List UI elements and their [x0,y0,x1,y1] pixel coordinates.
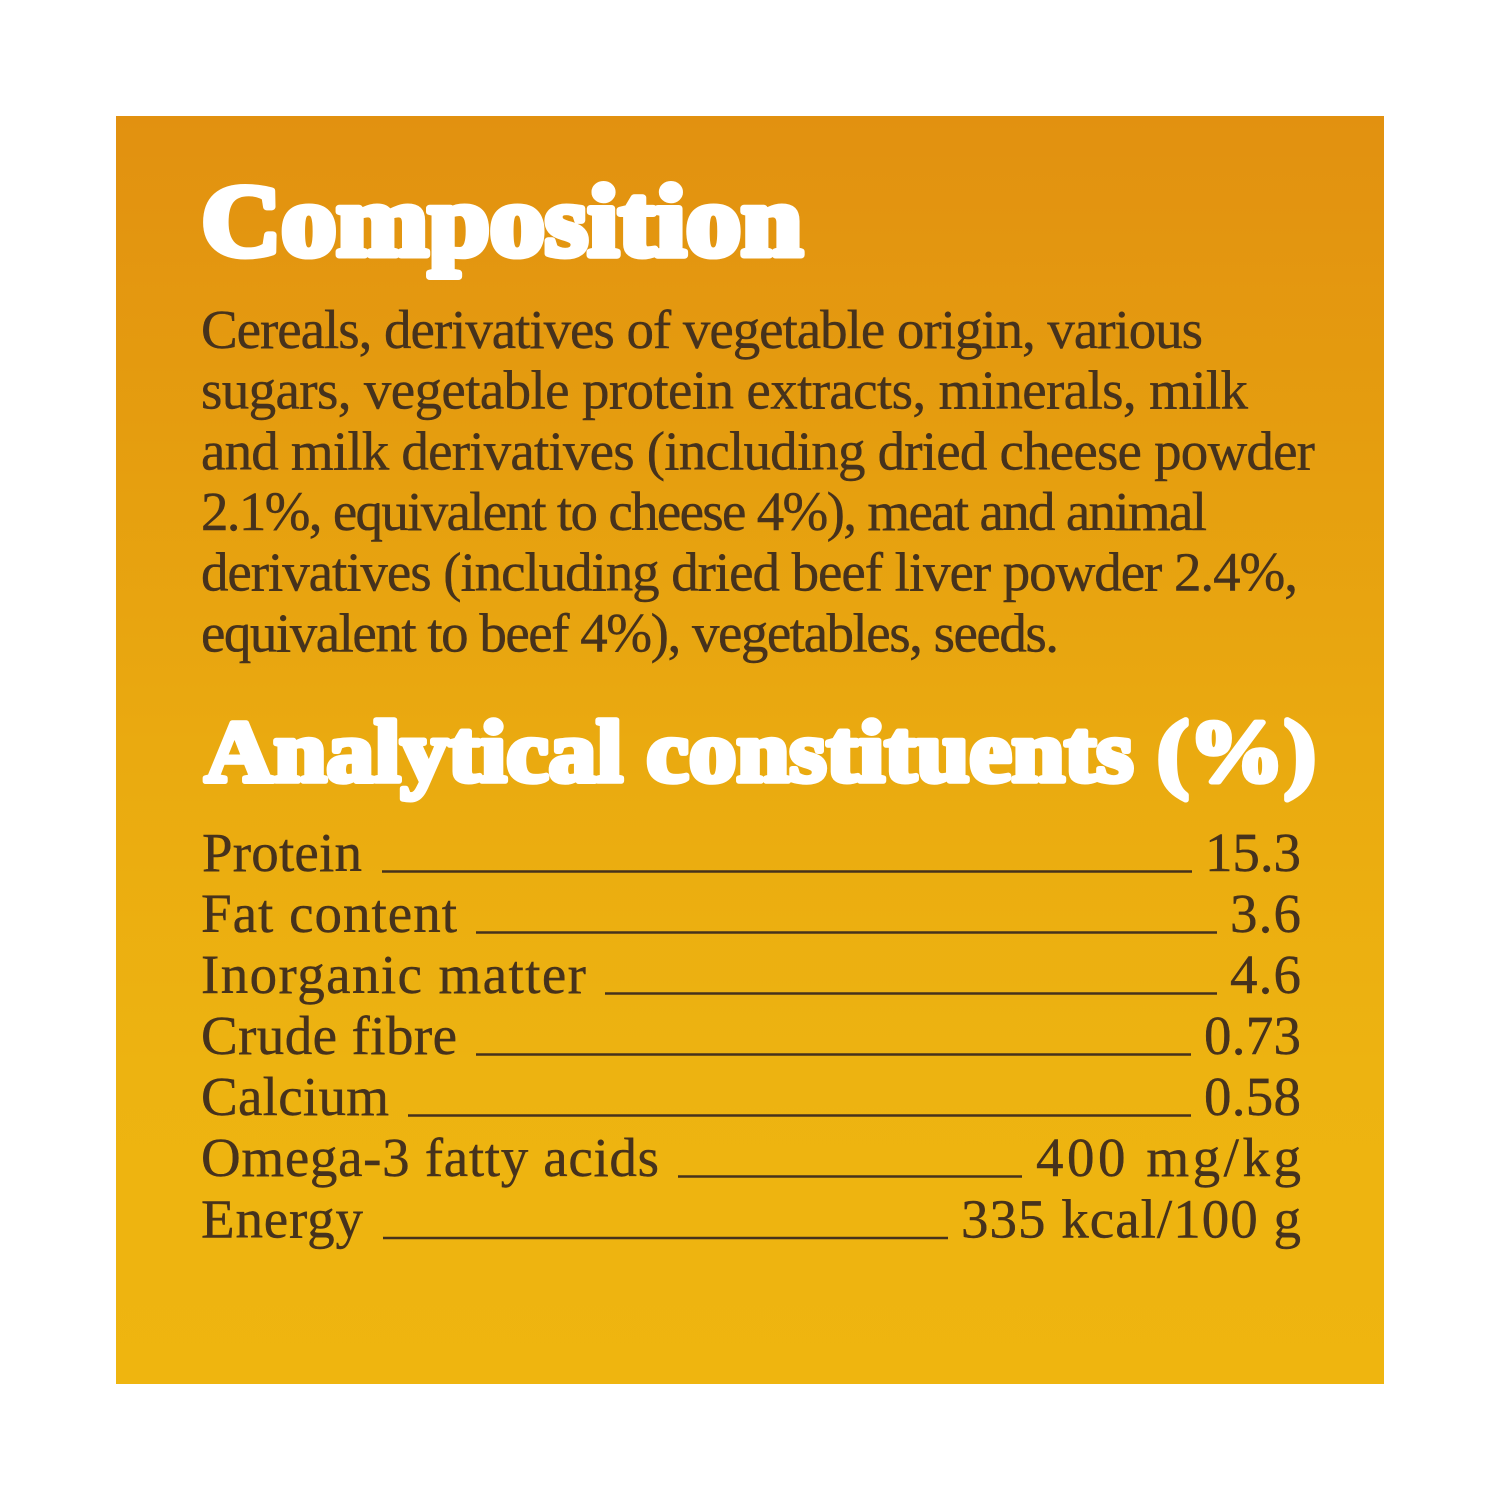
svg-text:400 mg/kg: 400 mg/kg [1036,1127,1301,1188]
svg-text:Crude fibre: Crude fibre [201,1005,457,1066]
svg-text:Inorganic matter: Inorganic matter [201,944,586,1005]
svg-text:sugars, vegetable protein extr: sugars, vegetable protein extracts, mine… [201,360,1249,421]
svg-text:Fat content: Fat content [201,883,457,944]
svg-text:Energy: Energy [201,1189,364,1250]
svg-text:Protein: Protein [202,822,362,883]
svg-text:derivatives (including dried b: derivatives (including dried beef liver … [201,542,1298,603]
svg-text:Calcium: Calcium [201,1066,389,1127]
svg-text:equivalent to beef 4%), vegeta: equivalent to beef 4%), vegetables, seed… [201,602,1059,663]
svg-text:Omega-3 fatty acids: Omega-3 fatty acids [201,1127,659,1188]
svg-text:Composition: Composition [202,165,803,278]
svg-text:and milk derivatives (includin: and milk derivatives (including dried ch… [201,420,1315,481]
svg-text:2.1%, equivalent to cheese 4%): 2.1%, equivalent to cheese 4%), meat and… [201,481,1207,542]
svg-text:0.58: 0.58 [1204,1066,1301,1127]
svg-text:4.6: 4.6 [1230,944,1301,1005]
svg-text:3.6: 3.6 [1230,883,1301,944]
svg-text:15.3: 15.3 [1205,822,1301,883]
svg-text:Analytical constituents (%): Analytical constituents (%) [205,704,1316,801]
svg-text:335 kcal/100 g: 335 kcal/100 g [961,1189,1301,1250]
svg-text:Cereals, derivatives of vegeta: Cereals, derivatives of vegetable origin… [201,299,1203,360]
svg-text:0.73: 0.73 [1204,1005,1301,1066]
